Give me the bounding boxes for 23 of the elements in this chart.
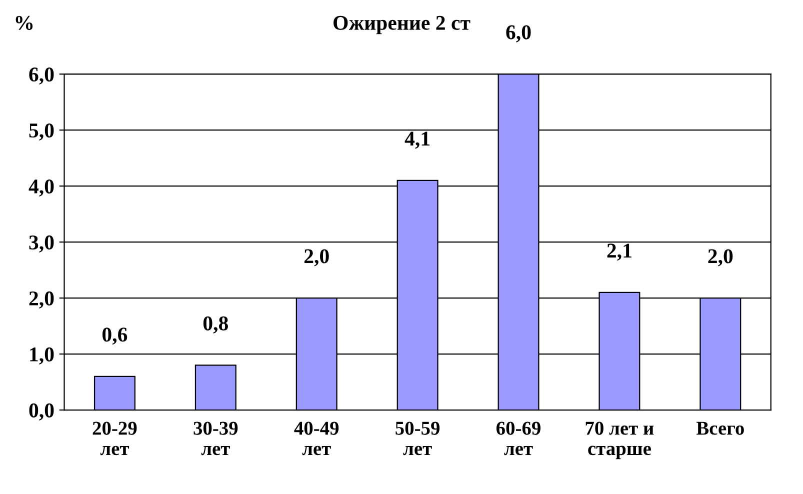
y-tick-label: 6,0: [29, 67, 54, 85]
y-tick-label: 0,0: [29, 403, 54, 420]
y-tick-label: 4,0: [28, 179, 54, 197]
x-tick-label: 50-59 лет: [396, 422, 440, 456]
y-tick-label: 3,0: [29, 235, 54, 253]
x-tick-label: Всего: [696, 422, 744, 435]
data-label: 0,6: [102, 328, 128, 345]
data-label: 0,8: [203, 316, 228, 334]
chart-title: Ожирение 2 ст: [334, 16, 470, 34]
x-tick-label: 30-39 лет: [194, 422, 238, 456]
y-axis-title: %: [16, 16, 33, 30]
data-label: 6,0: [506, 25, 531, 42]
x-tick-label: 40-49 лет: [294, 422, 339, 456]
data-label: 2,0: [708, 249, 733, 266]
x-tick-label: 60-69 лет: [496, 422, 540, 456]
data-label: 2,0: [304, 249, 329, 266]
x-tick-label: 70 лет и старше: [586, 422, 654, 460]
y-tick-label: 2,0: [29, 291, 54, 308]
y-tick-label: 1,0: [30, 347, 54, 364]
data-label: 2,1: [607, 244, 632, 261]
y-tick-label: 5,0: [29, 123, 54, 141]
x-tick-label: 20-29 лет: [92, 422, 137, 456]
data-label: 4,1: [404, 132, 430, 149]
